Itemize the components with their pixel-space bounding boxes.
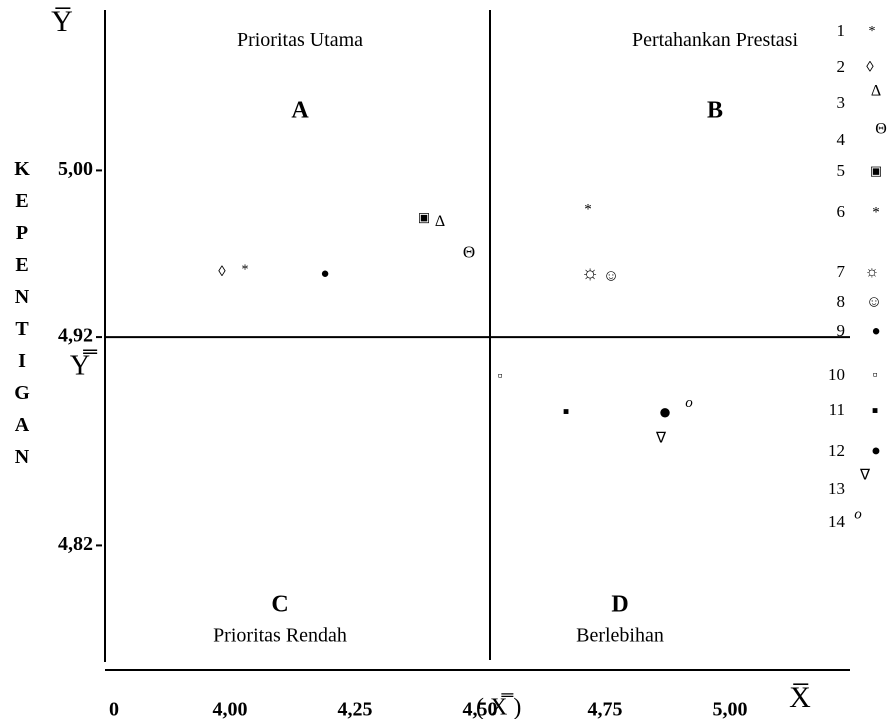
legend-label: 2 xyxy=(837,57,846,76)
legend-marker: ● xyxy=(871,323,880,339)
point: ☼ xyxy=(581,262,599,284)
legend-label: 14 xyxy=(828,512,846,531)
legend-label: 5 xyxy=(837,161,846,180)
legend-label: 13 xyxy=(828,479,845,498)
x-axis-label: X̅ xyxy=(789,681,811,714)
legend-label: 7 xyxy=(837,262,846,281)
point: * xyxy=(584,201,592,217)
legend-marker: Δ xyxy=(871,83,881,100)
point: ◊ xyxy=(218,264,226,280)
y-title: KEPENTIGAN xyxy=(11,158,33,478)
y-tick-label: 4,92 xyxy=(58,325,93,347)
legend-marker: ■ xyxy=(872,405,878,416)
legend-marker: ☼ xyxy=(865,264,880,281)
legend-marker: ▫ xyxy=(873,368,878,383)
x-tick-label: 4,25 xyxy=(338,699,373,719)
point: ☺ xyxy=(603,267,619,284)
quadrant-label: B xyxy=(707,98,723,124)
legend-marker: ● xyxy=(871,443,881,460)
legend-label: 9 xyxy=(837,321,846,340)
legend-marker: * xyxy=(869,24,876,39)
legend-marker: ☺ xyxy=(866,294,882,311)
legend-label: 11 xyxy=(829,400,845,419)
quadrant-label: C xyxy=(271,591,288,617)
x-mean-label: ( X̿ ) xyxy=(476,694,521,719)
x-tick-label: 4,50 xyxy=(463,699,498,719)
y-mean-label: Y̿ xyxy=(70,349,98,381)
origin-label: 0 xyxy=(109,699,119,719)
point: ▣ xyxy=(418,209,430,224)
legend-marker: ▣ xyxy=(870,163,882,178)
y-tick-label: 4,82 xyxy=(58,533,93,555)
point: ● xyxy=(320,266,329,282)
y-tick-label: 5,00 xyxy=(58,158,93,180)
point: * xyxy=(242,263,249,278)
quadrant-label: Pertahankan Prestasi xyxy=(632,29,799,51)
point: ● xyxy=(658,399,671,424)
legend-label: 6 xyxy=(837,202,846,221)
y-axis-label: Y̅ xyxy=(51,5,73,38)
x-tick-label: 5,00 xyxy=(713,699,748,719)
point: ∇ xyxy=(655,431,667,447)
legend-marker: ∇ xyxy=(859,467,871,483)
legend-marker: * xyxy=(872,204,880,220)
x-tick-label: 4,75 xyxy=(588,699,623,719)
point: o xyxy=(685,395,693,411)
quadrant-label: Prioritas Utama xyxy=(237,29,363,51)
legend-label: 8 xyxy=(837,292,846,311)
quadrant-label: Prioritas Rendah xyxy=(213,625,347,647)
quadrant-label: D xyxy=(611,591,628,617)
legend-label: 10 xyxy=(828,365,845,384)
legend-label: 3 xyxy=(837,93,846,112)
point: ■ xyxy=(563,406,569,417)
point: Δ xyxy=(435,213,445,230)
x-tick-label: 4,00 xyxy=(213,699,248,719)
legend-label: 1 xyxy=(837,21,846,40)
legend-marker: o xyxy=(854,506,862,522)
point: Θ xyxy=(463,243,475,262)
legend-label: 4 xyxy=(837,130,846,149)
legend-marker: ◊ xyxy=(866,59,874,75)
legend-label: 12 xyxy=(828,441,845,460)
point: ▫ xyxy=(498,369,503,384)
legend-marker: Θ xyxy=(875,121,887,138)
quadrant-label: Berlebihan xyxy=(576,625,664,647)
quadrant-label: A xyxy=(291,98,309,124)
